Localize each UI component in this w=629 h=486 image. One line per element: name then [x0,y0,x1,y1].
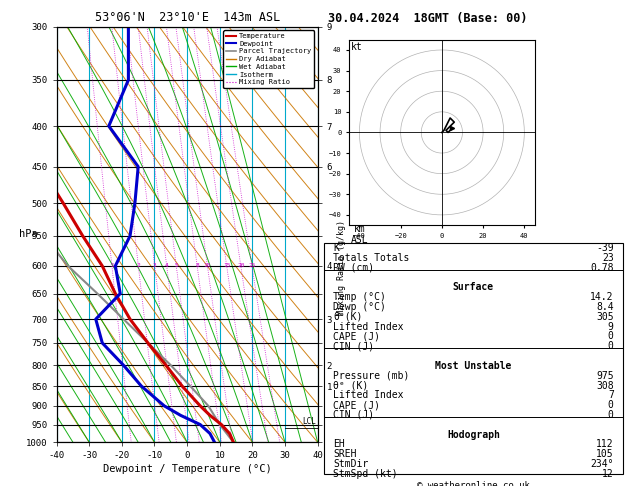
Text: 12: 12 [602,469,614,479]
Text: LCL: LCL [302,417,316,426]
Text: 0: 0 [608,331,614,342]
Text: 14.2: 14.2 [590,292,614,302]
Text: Totals Totals: Totals Totals [333,253,409,263]
Text: 20: 20 [237,263,245,268]
Text: 305: 305 [596,312,614,322]
Text: 15: 15 [223,263,230,268]
Text: Hodograph: Hodograph [447,430,500,440]
Y-axis label: km
ASL: km ASL [351,224,369,245]
Text: 4: 4 [165,263,169,268]
Text: CAPE (J): CAPE (J) [333,331,380,342]
Text: 0: 0 [608,410,614,420]
Text: SREH: SREH [333,449,357,459]
Text: 5: 5 [174,263,178,268]
Text: CIN (J): CIN (J) [333,341,374,351]
Text: 23: 23 [602,253,614,263]
Text: θᵉ(K): θᵉ(K) [333,312,362,322]
Text: Dewp (°C): Dewp (°C) [333,302,386,312]
Text: 3: 3 [153,263,157,268]
Text: Lifted Index: Lifted Index [333,390,403,400]
Text: hPa: hPa [18,229,37,240]
Text: Surface: Surface [453,282,494,293]
Text: kt: kt [351,42,363,52]
Text: © weatheronline.co.uk: © weatheronline.co.uk [417,481,530,486]
Text: 0: 0 [608,400,614,410]
Text: StmDir: StmDir [333,459,368,469]
Text: 1: 1 [110,263,114,268]
X-axis label: Dewpoint / Temperature (°C): Dewpoint / Temperature (°C) [103,465,272,474]
Text: θᵉ (K): θᵉ (K) [333,381,368,391]
Text: 2: 2 [136,263,140,268]
Text: 105: 105 [596,449,614,459]
Text: 112: 112 [596,439,614,450]
Text: 0.78: 0.78 [590,263,614,273]
Text: 9: 9 [608,322,614,331]
Text: 234°: 234° [590,459,614,469]
Text: CAPE (J): CAPE (J) [333,400,380,410]
Text: K: K [333,243,339,253]
Text: 975: 975 [596,371,614,381]
Text: Pressure (mb): Pressure (mb) [333,371,409,381]
Text: -39: -39 [596,243,614,253]
Text: 8: 8 [195,263,199,268]
Text: Temp (°C): Temp (°C) [333,292,386,302]
Title: 53°06'N  23°10'E  143m ASL: 53°06'N 23°10'E 143m ASL [94,11,280,24]
Text: Lifted Index: Lifted Index [333,322,403,331]
Text: PW (cm): PW (cm) [333,263,374,273]
Text: 10: 10 [204,263,211,268]
Text: Mixing Ratio (g/kg): Mixing Ratio (g/kg) [337,220,346,315]
Text: 308: 308 [596,381,614,391]
Text: EH: EH [333,439,345,450]
Text: 8.4: 8.4 [596,302,614,312]
Text: 30.04.2024  18GMT (Base: 00): 30.04.2024 18GMT (Base: 00) [328,12,528,25]
Text: 0: 0 [608,341,614,351]
Legend: Temperature, Dewpoint, Parcel Trajectory, Dry Adiabat, Wet Adiabat, Isotherm, Mi: Temperature, Dewpoint, Parcel Trajectory… [223,30,314,88]
Text: Most Unstable: Most Unstable [435,361,511,371]
Text: 25: 25 [248,263,256,268]
Text: 7: 7 [608,390,614,400]
Text: CIN (J): CIN (J) [333,410,374,420]
Text: StmSpd (kt): StmSpd (kt) [333,469,398,479]
